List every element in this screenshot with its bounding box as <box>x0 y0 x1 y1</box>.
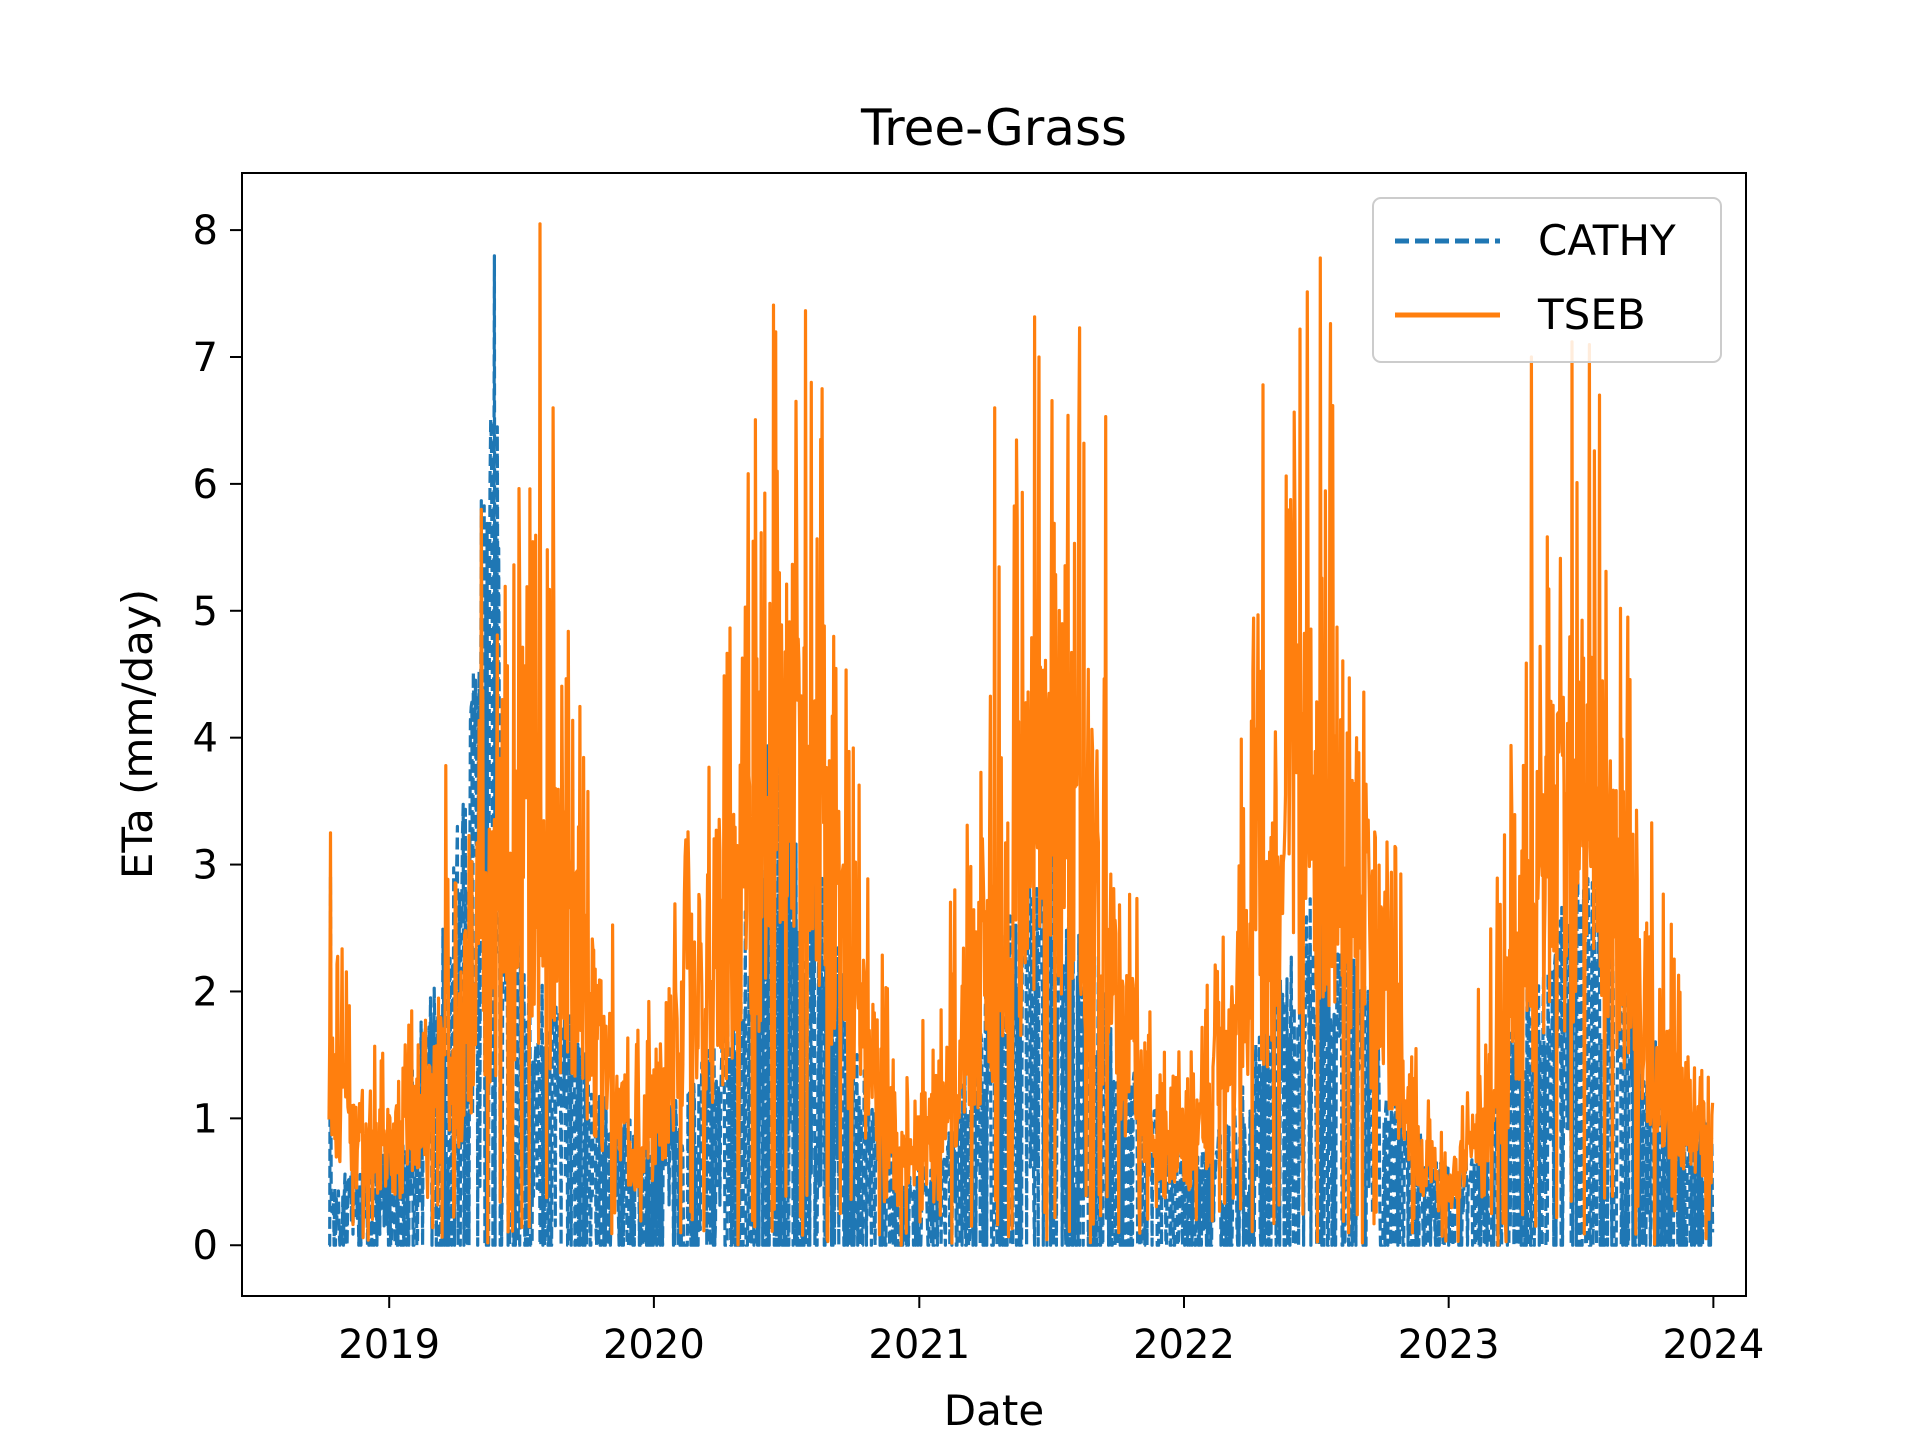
y-tick-label: 3 <box>193 843 218 889</box>
chart-title: Tree-Grass <box>860 99 1127 157</box>
x-tick-label: 2019 <box>338 1322 440 1368</box>
legend: CATHY TSEB <box>1372 197 1722 363</box>
x-tick-label: 2023 <box>1398 1322 1500 1368</box>
y-tick-label: 7 <box>193 335 218 381</box>
y-tick-label: 1 <box>193 1096 218 1142</box>
y-tick-label: 0 <box>193 1223 218 1269</box>
x-axis-label: Date <box>944 1386 1044 1435</box>
legend-label-cathy: CATHY <box>1538 216 1676 265</box>
y-axis: 0 1 2 3 4 5 6 7 8 <box>193 208 242 1269</box>
x-tick-label: 2021 <box>868 1322 970 1368</box>
legend-label-tseb: TSEB <box>1537 290 1646 339</box>
y-tick-label: 6 <box>193 462 218 508</box>
y-tick-label: 8 <box>193 208 218 254</box>
x-tick-label: 2024 <box>1662 1322 1764 1368</box>
series-layer <box>327 222 1715 1247</box>
x-axis: 2019 2020 2021 2022 2023 2024 <box>338 1296 1764 1368</box>
series-line-tseb <box>327 222 1715 1247</box>
y-tick-label: 4 <box>193 716 218 762</box>
y-axis-label: ETa (mm/day) <box>113 589 162 879</box>
x-tick-label: 2022 <box>1133 1322 1235 1368</box>
y-tick-label: 2 <box>193 969 218 1015</box>
y-tick-label: 5 <box>193 589 218 635</box>
x-tick-label: 2020 <box>603 1322 705 1368</box>
plot-frame <box>241 172 1747 1297</box>
